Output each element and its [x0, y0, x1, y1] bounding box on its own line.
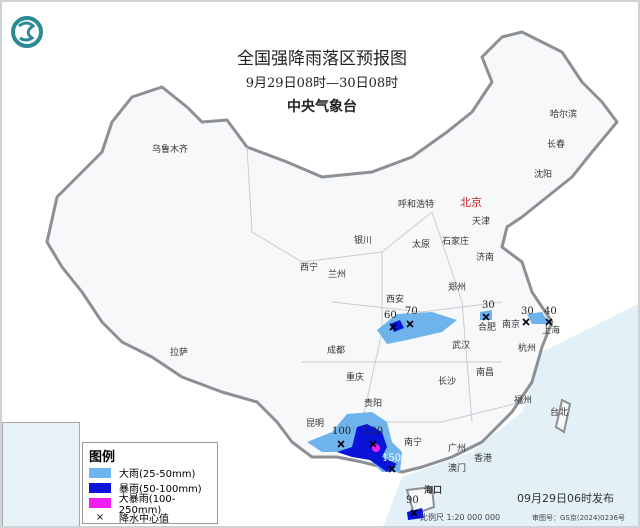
- city-label: 南宁: [404, 438, 423, 448]
- hainan-island: [405, 485, 436, 516]
- city-label: 济南: [476, 253, 495, 263]
- legend-label: 大雨(25-50mm): [119, 469, 196, 480]
- issuer: 中央气象台: [287, 99, 357, 115]
- rainstorm-area-shaanxi: [390, 320, 404, 332]
- heavy-rain-area-anhui: [480, 310, 492, 320]
- city-label: 呼和浩特: [398, 200, 435, 210]
- city-label: 石家庄: [442, 237, 470, 247]
- swatch: [89, 497, 111, 508]
- city-label: 兰州: [328, 270, 347, 280]
- city-label: 西安: [386, 295, 405, 305]
- rain-center-value: 150: [382, 453, 402, 464]
- city-label: 天津: [472, 217, 491, 227]
- heavy-rain-area-shanghai: [527, 312, 550, 324]
- city-label: 长春: [547, 140, 566, 150]
- rain-center-value: 60: [384, 310, 397, 321]
- city-label: 澳门: [448, 464, 467, 474]
- rain-center-markers: [337, 313, 553, 517]
- rainstorm-area-south: [337, 424, 397, 472]
- rain-center-cross-icon: [545, 318, 553, 326]
- taiwan-island: [554, 398, 572, 434]
- legend-item-heavy-rainstorm: 大暴雨(100-250mm): [89, 494, 217, 516]
- city-label: 乌鲁木齐: [152, 145, 189, 155]
- swatch: [89, 482, 111, 493]
- rain-center-cross-icon: [389, 323, 397, 331]
- legend-label: 暴雨(50-100mm): [119, 484, 202, 495]
- legend-label: 降水中心值: [119, 514, 169, 525]
- legend-title: 图例: [89, 450, 116, 465]
- rain-center-value: 70: [405, 306, 418, 317]
- cma-logo-glyph: [18, 21, 36, 42]
- city-label: 海口: [424, 486, 443, 496]
- legend-item-rainstorm: 暴雨(50-100mm): [89, 480, 217, 495]
- city-label: 南昌: [476, 368, 495, 378]
- cross-icon: ×: [95, 511, 105, 523]
- rain-center-cross-icon: [406, 320, 414, 328]
- city-label: 重庆: [346, 373, 365, 383]
- issued-time: 09月29日06时发布: [517, 492, 614, 505]
- city-label: 福州: [514, 396, 533, 406]
- rain-center-cross-icon: [337, 440, 345, 448]
- legend: 图例 大雨(25-50mm) 暴雨(50-100mm) 大暴雨(100-250m…: [82, 442, 218, 525]
- map-title: 全国强降雨落区预报图: [237, 49, 407, 69]
- city-label: 太原: [412, 240, 431, 250]
- rain-center-value: 90: [406, 495, 419, 506]
- city-label: 上海: [542, 326, 561, 336]
- city-label: 武汉: [452, 341, 471, 351]
- rain-center-value: 30: [482, 300, 495, 311]
- legend-item-center: × 降水中心值: [89, 510, 217, 525]
- city-label: 香港: [474, 454, 493, 464]
- city-label: 西宁: [300, 263, 319, 273]
- city-label: 贵阳: [364, 399, 383, 409]
- capital-label: 北京: [460, 196, 482, 209]
- rain-center-cross-icon: [410, 509, 418, 517]
- forecast-period: 9月29日08时—30日08时: [245, 76, 399, 91]
- heavy-rain-area-shaanxi: [377, 312, 457, 344]
- city-label: 沈阳: [534, 170, 553, 180]
- rain-center-value: 100: [332, 426, 352, 437]
- city-label: 合肥: [478, 323, 497, 333]
- city-label: 台北: [550, 408, 569, 418]
- rain-center-cross-icon: [522, 318, 530, 326]
- city-label: 成都: [327, 346, 346, 356]
- legend-label: 大暴雨(100-250mm): [118, 493, 176, 516]
- sea: [383, 304, 638, 526]
- rain-center-value: 120: [364, 426, 384, 437]
- city-label: 长沙: [438, 377, 457, 387]
- city-label: 哈尔滨: [550, 110, 578, 120]
- legend-item-heavy-rain: 大雨(25-50mm): [89, 465, 217, 480]
- city-label: 广州: [448, 444, 467, 454]
- city-label: 南京: [502, 320, 521, 330]
- swatch: [89, 467, 111, 478]
- south-china-sea-inset: [2, 422, 80, 526]
- rain-center-value: 30: [521, 306, 534, 317]
- city-label: 杭州: [518, 344, 537, 354]
- city-label: 昆明: [306, 419, 325, 429]
- rain-center-cross-icon: [388, 465, 396, 473]
- rain-center-cross-icon: [482, 313, 490, 321]
- rain-center-cross-icon: [369, 440, 377, 448]
- city-label: 拉萨: [170, 348, 189, 358]
- city-label: 郑州: [448, 283, 467, 293]
- scale: 比例尺 1:20 000 000: [420, 513, 501, 522]
- city-label: 银川: [354, 236, 373, 246]
- rain-center-value: 40: [544, 306, 557, 317]
- map-number: 审图号：GS京(2024)0236号: [532, 514, 625, 522]
